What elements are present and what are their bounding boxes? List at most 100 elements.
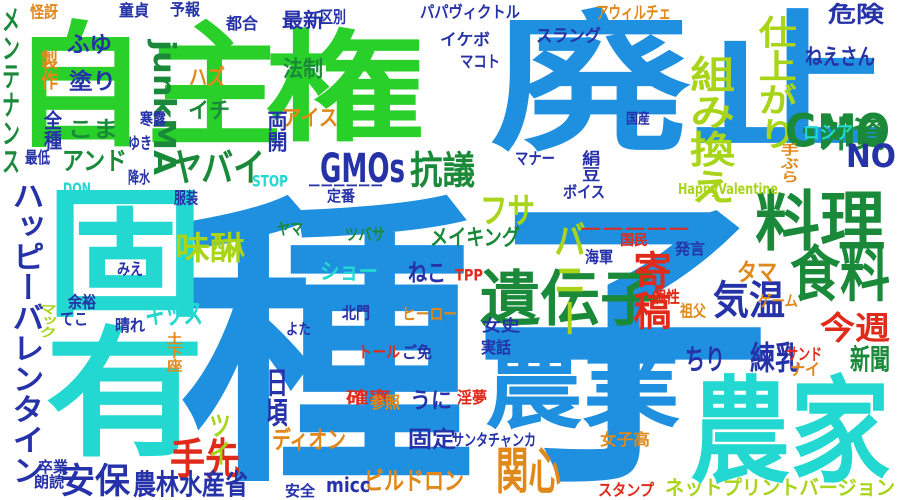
word-98: 余裕 xyxy=(68,293,96,313)
word-70: マコト xyxy=(460,53,500,72)
word-46: 日頃 xyxy=(262,367,287,428)
word-91: 国産 xyxy=(626,110,650,128)
word-107: トール xyxy=(358,343,400,363)
word-78: STOP xyxy=(252,171,289,191)
word-84: ボイス xyxy=(563,183,605,202)
word-22: フサ xyxy=(480,191,535,232)
word-74: ゆき xyxy=(128,133,152,153)
word-64: 都合 xyxy=(226,14,259,33)
word-85: HappyValentine xyxy=(678,180,778,199)
word-34: ビルドロン xyxy=(364,465,464,496)
word-119: 卒業 xyxy=(38,458,68,476)
word-71: 両開 xyxy=(264,110,288,152)
word-38: タマ xyxy=(737,257,777,287)
word-82: ーーーーー xyxy=(580,220,691,239)
word-32: メンテナンス xyxy=(0,5,20,175)
word-60: スラング xyxy=(536,25,601,46)
word-25: 農林水産省 xyxy=(133,469,248,500)
word-112: 確率 xyxy=(346,388,392,407)
word-37: 新聞 xyxy=(850,342,890,376)
word-90: 手ぶら xyxy=(777,143,798,183)
word-51: ふゆ xyxy=(67,33,112,58)
word-16: ヤバイ xyxy=(170,145,265,191)
word-103: 土下座 xyxy=(163,332,182,372)
word-97: 祖父 xyxy=(680,302,706,322)
word-2: 廃止 xyxy=(490,0,890,172)
word-68: 製作 xyxy=(37,50,57,90)
word-121: 安全 xyxy=(285,482,315,500)
word-69: イケボ xyxy=(440,30,490,49)
word-30: ハッピーバレンタイン xyxy=(6,180,44,485)
word-26: 気温 xyxy=(713,278,786,325)
word-17: 味醂 xyxy=(175,229,245,267)
word-57: 危険 xyxy=(828,3,884,28)
word-4: 権 xyxy=(265,20,425,159)
word-86: 国民 xyxy=(620,233,648,249)
word-15: 抗議 xyxy=(410,148,476,193)
word-29: 寄稿 xyxy=(627,250,671,331)
word-111: ナイ xyxy=(790,359,820,380)
word-67: 怪訝 xyxy=(30,3,58,23)
word-76: 降水 xyxy=(128,168,150,188)
word-61: アウィルチェ xyxy=(596,2,672,23)
word-54: アイス xyxy=(282,104,338,132)
word-110: サンド xyxy=(786,344,823,364)
word-100: マック xyxy=(36,303,59,338)
word-89: ゲーム xyxy=(758,293,799,311)
word-49: こま xyxy=(68,118,119,143)
word-104: よた xyxy=(286,319,311,338)
word-21: バニー xyxy=(549,220,587,338)
word-117: サンタチャンカ xyxy=(452,430,536,450)
word-13: GMO xyxy=(785,105,890,158)
word-40: ショー xyxy=(320,258,378,285)
word-24: 安保 xyxy=(60,462,131,500)
word-36: ちり xyxy=(685,342,725,376)
word-35: ネットプリントバージョン xyxy=(665,475,896,500)
word-63: 予報 xyxy=(170,0,200,20)
word-66: 童貞 xyxy=(119,0,149,21)
word-6: 農業 xyxy=(485,332,680,442)
word-31: junkMA xyxy=(146,40,181,175)
word-87: 海軍 xyxy=(585,248,613,268)
word-1: 種子 xyxy=(180,169,770,500)
word-50: 塗り xyxy=(69,70,117,95)
word-48: アンド xyxy=(62,147,128,177)
word-27: 練乳 xyxy=(750,339,801,377)
word-14: GMOs xyxy=(320,146,406,193)
word-99: みえ xyxy=(117,260,143,280)
word-56: 最新 xyxy=(282,8,324,32)
word-101: てこ xyxy=(60,310,88,330)
word-42: ディオン xyxy=(272,427,347,455)
word-53: イチ xyxy=(188,97,230,124)
word-118: スタンプ xyxy=(598,481,655,500)
word-114: 淫夢 xyxy=(457,387,487,408)
word-65: 区別 xyxy=(320,8,346,28)
word-75: 最低 xyxy=(25,147,50,167)
word-120: 朗読 xyxy=(34,473,64,491)
word-62: パパヴィクトル xyxy=(420,3,520,22)
word-52: ハズ xyxy=(189,65,225,92)
word-95: TPP xyxy=(455,266,483,286)
word-81: 定番 xyxy=(327,187,355,206)
word-10: 遺伝子 xyxy=(480,265,660,335)
word-23: 手先 xyxy=(170,436,241,485)
word-92: 絹豆 xyxy=(578,150,601,182)
word-20: 関心 xyxy=(496,442,562,500)
word-115: 女史 xyxy=(482,316,521,335)
word-102: 晴れ xyxy=(115,315,145,336)
word-45: ツイ xyxy=(205,411,230,468)
word-88: 発言 xyxy=(675,240,705,258)
word-55: 法制 xyxy=(283,55,323,83)
word-80: ーーーーーー xyxy=(308,177,384,195)
word-93: ヤマ xyxy=(277,220,303,240)
word-109: 実話 xyxy=(481,337,511,358)
word-72: 全種 xyxy=(41,110,62,150)
word-96: 個性 xyxy=(652,288,680,308)
word-9: 食料 xyxy=(790,240,890,310)
word-79: 服装 xyxy=(174,188,198,208)
word-77: DQN xyxy=(63,179,91,199)
word-106: ヒーロー xyxy=(402,305,458,325)
word-43: 固定 xyxy=(408,428,457,453)
word-3: 自主 xyxy=(12,9,282,166)
